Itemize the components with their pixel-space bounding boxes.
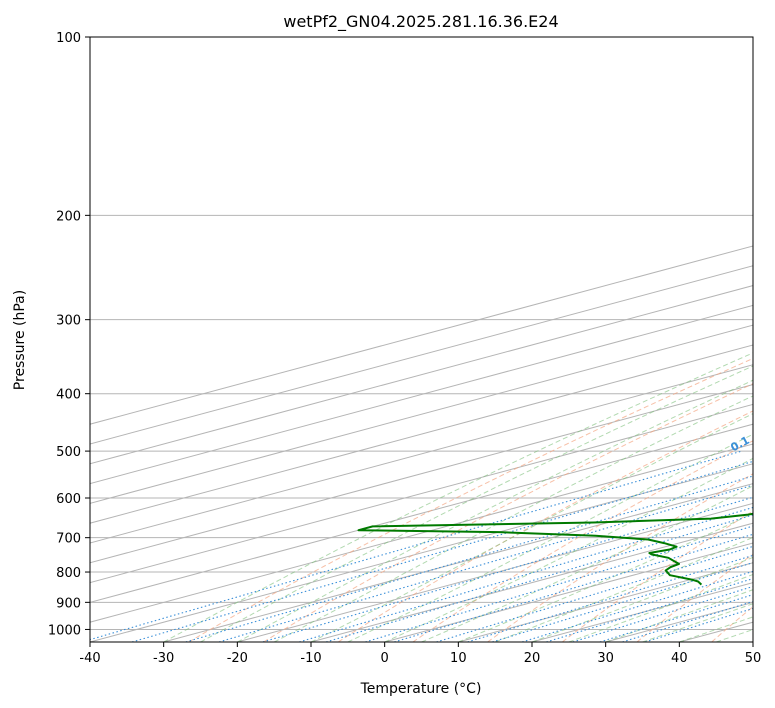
mixing-ratio-line: [365, 525, 753, 642]
x-tick-label: 0: [381, 651, 389, 666]
mixing-ratio-line: [185, 475, 753, 642]
y-tick-label: 300: [56, 314, 81, 329]
x-tick-label: -10: [300, 651, 321, 666]
temperature-profile-line: [757, 37, 775, 585]
isotherm-line: [752, 641, 753, 642]
y-tick-label: 400: [56, 388, 81, 403]
dry-adiabat-line: [263, 383, 753, 642]
mixing-ratio-line: [436, 545, 753, 642]
moist-adiabat-line: [531, 556, 753, 642]
moist-adiabat-line: [273, 395, 753, 642]
isotherm-line: [90, 245, 753, 425]
mixing-ratio-line: [467, 554, 753, 642]
y-axis-label: Pressure (hPa): [12, 290, 28, 390]
isotherm-line: [531, 582, 753, 642]
x-tick-label: 20: [524, 651, 541, 666]
isotherm-line: [90, 265, 753, 445]
isotherm-line: [237, 502, 753, 642]
isotherm-line: [90, 423, 753, 603]
x-tick-label: 40: [671, 651, 688, 666]
y-tick-label: 100: [56, 31, 81, 46]
mixing-ratio-line: [131, 460, 753, 642]
y-tick-label: 1000: [48, 623, 81, 638]
y-tick-label: 900: [56, 596, 81, 611]
isotherm-line: [163, 483, 753, 642]
isotherm-line: [90, 285, 753, 465]
dry-adiabat-line: [636, 553, 753, 642]
mixing-ratio-line: [546, 578, 753, 642]
y-tick-label: 700: [56, 532, 81, 547]
mixing-ratio-line: [90, 450, 742, 641]
dry-adiabat-line: [487, 473, 753, 642]
isotherm-line: [310, 522, 753, 642]
isotherm-line: [90, 304, 753, 485]
moist-adiabat-line: [458, 512, 753, 642]
y-tick-label: 200: [56, 209, 81, 224]
dewpoint-profile-line: [357, 512, 753, 586]
moist-adiabat-line: [716, 629, 753, 642]
x-tick-label: 50: [745, 651, 762, 666]
moist-adiabat-line: [495, 536, 753, 642]
x-tick-label: -30: [153, 651, 174, 666]
isotherm-line: [90, 463, 753, 642]
mixing-ratio-line: [218, 484, 753, 642]
moist-adiabat-line: [237, 379, 753, 642]
dry-adiabat-line: [337, 410, 753, 642]
x-tick-label: 30: [597, 651, 614, 666]
isotherm-line: [458, 562, 753, 642]
plot-frame: [89, 36, 754, 643]
x-axis-label: Temperature (°C): [360, 681, 482, 697]
isotherm-line: [90, 403, 753, 584]
y-tick-label: 800: [56, 566, 81, 581]
isotherm-line: [90, 364, 753, 544]
moist-adiabat-line: [679, 616, 753, 642]
x-tick-label: -40: [79, 651, 100, 666]
moist-adiabat-line: [421, 485, 753, 642]
isotherm-line: [679, 621, 753, 642]
mixing-ratio-line: [492, 562, 753, 642]
moist-adiabat-line: [310, 413, 753, 642]
isotherm-line: [90, 443, 753, 623]
mixing-ratio-line: [325, 514, 753, 642]
isotherm-line: [90, 384, 753, 564]
x-tick-label: -20: [227, 651, 248, 666]
y-tick-label: 600: [56, 492, 81, 507]
moist-adiabat-line: [200, 365, 753, 642]
isotherm-line: [90, 324, 753, 504]
mixing-ratio-line: [599, 594, 753, 642]
dry-adiabat-line: [188, 357, 753, 642]
moist-adiabat-line: [163, 352, 753, 642]
moist-adiabat-line: [384, 457, 753, 642]
y-tick-label: 500: [56, 445, 81, 460]
mixing-ratio-line: [521, 570, 753, 642]
moist-adiabat-line: [568, 573, 753, 642]
chart-title: wetPf2_GN04.2025.281.16.36.E24: [283, 12, 558, 32]
x-tick-label: 10: [450, 651, 467, 666]
moist-adiabat-line: [347, 433, 753, 642]
